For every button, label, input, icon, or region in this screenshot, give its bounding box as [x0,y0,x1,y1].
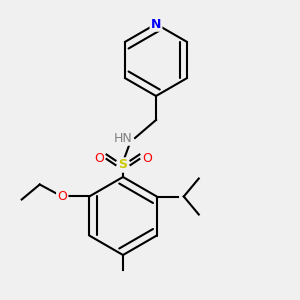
Text: O: O [57,190,67,203]
Text: O: O [142,152,152,166]
Text: HN: HN [114,131,132,145]
Text: S: S [118,158,127,172]
Text: O: O [94,152,104,166]
Text: N: N [151,17,161,31]
